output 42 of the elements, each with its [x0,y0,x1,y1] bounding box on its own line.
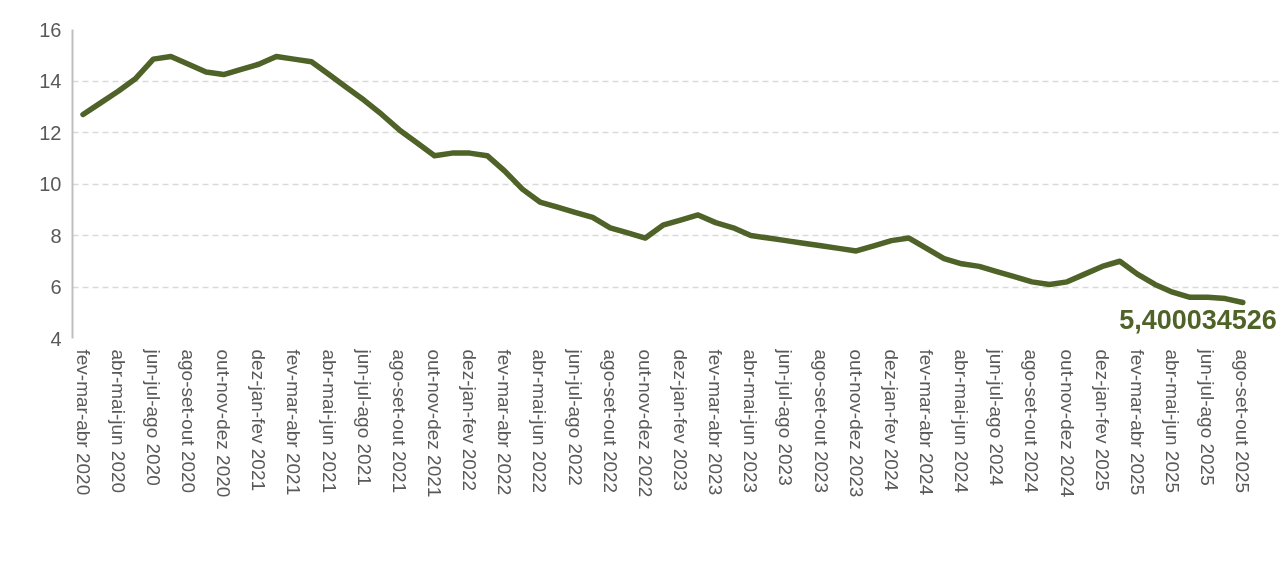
x-tick-label: fev-mar-abr 2025 [1126,349,1148,496]
x-tick-label: jun-jul-ago 2021 [353,348,375,486]
x-tick-label: jun-jul-ago 2023 [775,348,797,486]
x-tick-label: abr-mai-jun 2024 [951,349,973,494]
x-tick-label: dez-jan-fev 2025 [1091,349,1113,492]
x-tick-label: dez-jan-fev 2024 [880,349,902,492]
x-tick-label: out-nov-dez 2023 [845,349,867,498]
x-tick-label: jun-jul-ago 2024 [986,348,1008,487]
x-tick-label: abr-mai-jun 2021 [318,349,340,494]
x-tick-label: ago-set-out 2022 [599,349,621,494]
x-tick-label: fev-mar-abr 2021 [283,349,305,496]
y-tick-label: 8 [50,224,62,247]
x-tick-label: jun-jul-ago 2020 [142,348,164,486]
y-tick-label: 12 [39,121,62,144]
x-tick-label: abr-mai-jun 2022 [529,349,551,494]
data-label: 5,400034526 [1119,305,1277,336]
x-tick-label: fev-mar-abr 2024 [916,349,938,496]
x-tick-label: abr-mai-jun 2020 [107,349,129,494]
x-tick-label: fev-mar-abr 2023 [705,349,727,496]
x-tick-label: ago-set-out 2021 [388,349,410,494]
x-tick-label: abr-mai-jun 2023 [740,349,762,494]
x-tick-label: out-nov-dez 2020 [213,349,235,498]
x-tick-label: out-nov-dez 2024 [1056,349,1078,498]
x-tick-label: ago-set-out 2024 [1021,349,1043,494]
x-tick-label: fev-mar-abr 2022 [494,349,516,496]
y-tick-label: 4 [50,327,62,350]
x-tick-label: dez-jan-fev 2022 [459,349,481,492]
x-tick-label: jun-jul-ago 2025 [1197,348,1219,486]
x-tick-label: out-nov-dez 2022 [634,349,656,498]
y-tick-label: 14 [39,70,62,92]
y-tick-label: 6 [50,276,62,298]
x-tick-label: ago-set-out 2025 [1232,349,1254,494]
x-tick-label: fev-mar-abr 2020 [72,349,94,496]
x-tick-label: out-nov-dez 2021 [424,349,445,498]
y-tick-label: 16 [39,18,62,41]
x-tick-label: abr-mai-jun 2025 [1162,349,1184,494]
x-tick-label: ago-set-out 2020 [177,349,199,494]
x-tick-label: dez-jan-fev 2021 [248,349,270,492]
x-tick-label: dez-jan-fev 2023 [670,349,692,492]
x-tick-label: ago-set-out 2023 [810,349,832,494]
x-tick-label: jun-jul-ago 2022 [564,348,586,486]
y-tick-label: 10 [39,173,62,195]
